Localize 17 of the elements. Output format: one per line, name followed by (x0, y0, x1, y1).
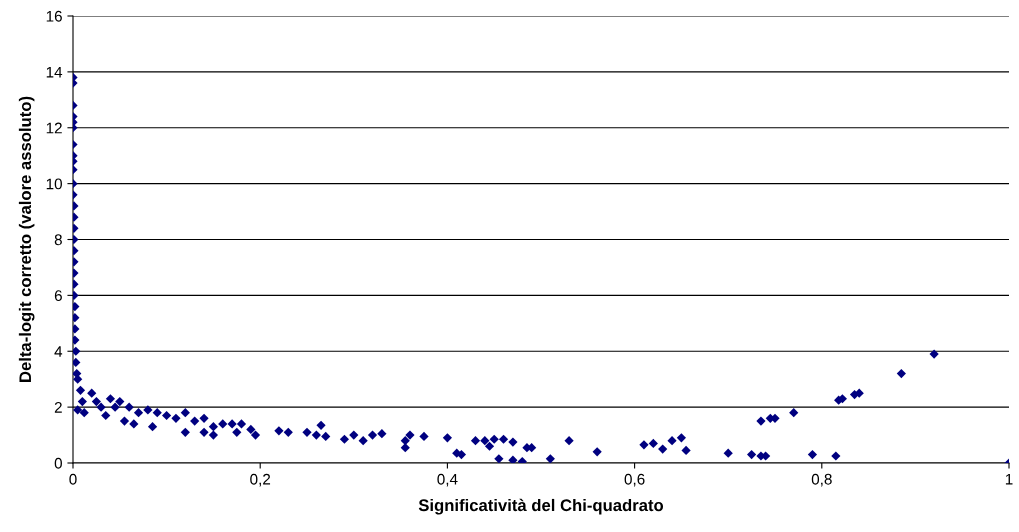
y-tick-label: 6 (54, 290, 62, 302)
x-tick-label: 0,4 (437, 473, 458, 487)
y-tick-label: 14 (46, 66, 63, 78)
y-tick-label: 12 (46, 122, 62, 134)
y-tick-label: 16 (46, 10, 62, 22)
y-tick-label: 0 (54, 457, 62, 469)
y-tick-label: 8 (54, 234, 62, 246)
x-tick-label: 1 (1005, 473, 1013, 485)
x-tick-label: 0 (69, 473, 77, 485)
y-tick-label: 2 (54, 401, 62, 413)
x-tick-label: 0,6 (624, 473, 645, 487)
y-tick-label: 10 (46, 178, 62, 190)
x-tick-label: 0,8 (811, 473, 832, 487)
y-axis-title: Delta-logit corretto (valore assoluto) (18, 96, 35, 382)
x-axis-title: Significatività del Chi-quadrato (418, 498, 664, 515)
y-tick-label: 4 (54, 346, 63, 357)
x-tick-label: 0,2 (250, 473, 271, 487)
